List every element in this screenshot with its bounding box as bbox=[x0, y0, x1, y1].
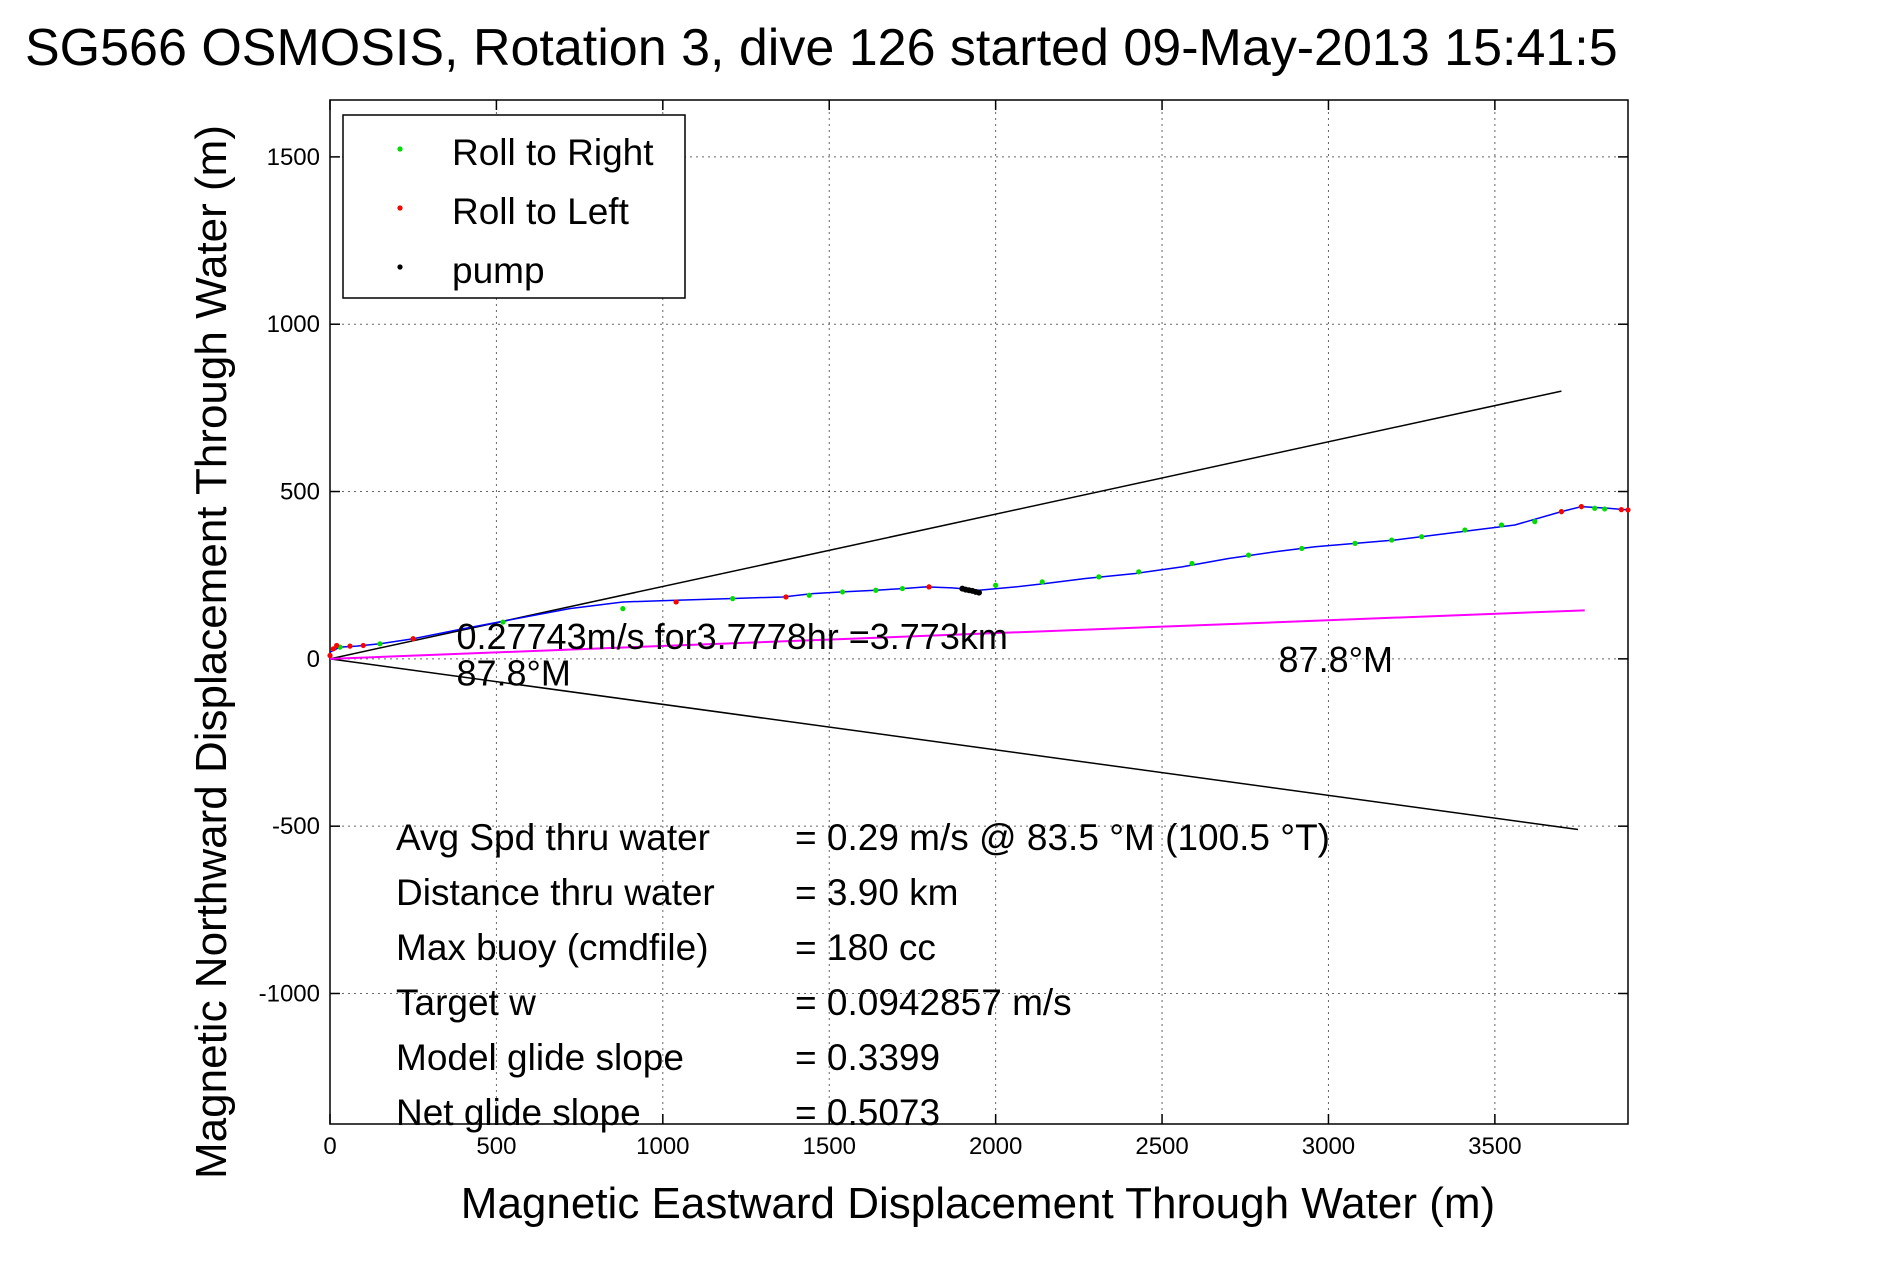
y-tick-label: 0 bbox=[307, 646, 320, 673]
roll-right-point bbox=[1039, 579, 1045, 585]
legend-marker bbox=[397, 205, 403, 211]
legend-marker bbox=[397, 264, 403, 270]
roll-right-point bbox=[1245, 552, 1252, 558]
roll-right-point bbox=[993, 582, 999, 588]
roll-left-point bbox=[673, 599, 679, 605]
roll-right-point bbox=[1096, 574, 1102, 580]
x-tick-label: 3000 bbox=[1302, 1133, 1355, 1160]
stat-label: Net glide slope bbox=[396, 1092, 641, 1133]
roll-right-point bbox=[1498, 522, 1505, 528]
legend-label: Roll to Left bbox=[452, 191, 630, 232]
roll-left-point bbox=[330, 646, 336, 652]
legend: Roll to Right Roll to Left pump bbox=[342, 114, 686, 299]
grid-lines bbox=[329, 100, 1628, 1124]
roll-right-point bbox=[1389, 537, 1395, 543]
plot-points bbox=[327, 503, 1631, 659]
roll-right-point bbox=[1462, 527, 1468, 533]
stat-value: = 0.3399 bbox=[795, 1037, 940, 1078]
stats-block: Avg Spd thru water = 0.29 m/s @ 83.5 °M (… bbox=[396, 817, 1330, 1133]
x-axis-label: Magnetic Eastward Displacement Through W… bbox=[461, 1179, 1495, 1228]
roll-right-point bbox=[1602, 506, 1608, 512]
envelope-line-upper bbox=[329, 390, 1562, 660]
annotation-text: 87.8°M bbox=[456, 653, 570, 694]
roll-right-point bbox=[806, 592, 812, 598]
x-tick-label: 1500 bbox=[803, 1133, 856, 1160]
y-tick-label: -1000 bbox=[259, 980, 320, 1007]
roll-right-point bbox=[1352, 540, 1358, 546]
roll-left-point bbox=[926, 584, 932, 590]
roll-right-point bbox=[500, 619, 506, 625]
stat-label: Distance thru water bbox=[396, 872, 715, 913]
x-tick-label: 2500 bbox=[1135, 1133, 1188, 1160]
pump-point bbox=[976, 589, 982, 596]
roll-left-point bbox=[360, 642, 366, 649]
y-tick-label: 1000 bbox=[267, 311, 320, 338]
stat-value: = 3.90 km bbox=[795, 872, 959, 913]
roll-right-point bbox=[839, 589, 846, 595]
roll-left-point bbox=[347, 643, 353, 649]
y-tick-label: 500 bbox=[280, 479, 320, 506]
stat-value: = 180 cc bbox=[795, 927, 936, 968]
y-axis-ticks: -1000 -500 0 500 1000 1500 bbox=[259, 144, 1628, 1007]
x-tick-label: 3500 bbox=[1468, 1133, 1521, 1160]
legend-label: pump bbox=[452, 250, 545, 291]
stat-label: Avg Spd thru water bbox=[396, 817, 710, 858]
roll-right-point bbox=[873, 587, 879, 593]
stat-label: Model glide slope bbox=[396, 1037, 684, 1078]
x-tick-label: 2000 bbox=[969, 1133, 1022, 1160]
annotation-text: 87.8°M bbox=[1279, 639, 1393, 680]
legend-label: Roll to Right bbox=[452, 132, 654, 173]
roll-right-point bbox=[1592, 505, 1598, 511]
roll-left-point bbox=[1625, 507, 1631, 513]
envelope-line-lower bbox=[329, 658, 1579, 831]
roll-right-point bbox=[899, 585, 906, 592]
x-tick-label: 0 bbox=[323, 1133, 336, 1160]
chart-title: SG566 OSMOSIS, Rotation 3, dive 126 star… bbox=[25, 19, 1618, 77]
heading-line bbox=[329, 609, 1585, 660]
roll-right-point bbox=[1189, 560, 1195, 567]
legend-marker bbox=[397, 146, 403, 152]
x-tick-label: 1000 bbox=[636, 1133, 689, 1160]
stat-value: = 0.0942857 m/s bbox=[795, 982, 1072, 1023]
roll-right-point bbox=[1136, 569, 1142, 575]
x-tick-label: 500 bbox=[476, 1133, 516, 1160]
roll-right-point bbox=[730, 596, 736, 602]
y-tick-label: 1500 bbox=[267, 144, 320, 171]
roll-right-point bbox=[377, 641, 383, 647]
roll-left-point bbox=[410, 636, 416, 642]
roll-left-point bbox=[1578, 503, 1585, 510]
stat-label: Max buoy (cmdfile) bbox=[396, 927, 709, 968]
roll-right-point bbox=[1419, 534, 1425, 540]
roll-left-point bbox=[1618, 507, 1624, 513]
roll-right-point bbox=[1299, 545, 1305, 552]
y-axis-label: Magnetic Northward Displacement Through … bbox=[187, 125, 236, 1179]
roll-left-point bbox=[783, 594, 789, 600]
stat-value: = 0.5073 bbox=[795, 1092, 940, 1133]
annotation-text: 0.27743m/s for3.7778hr =3.773km bbox=[456, 616, 1007, 657]
x-axis-ticks: 0 500 1000 1500 2000 2500 3000 3500 bbox=[323, 100, 1522, 1160]
stat-value: = 0.29 m/s @ 83.5 °M (100.5 °T) bbox=[795, 817, 1330, 858]
roll-left-point bbox=[334, 642, 340, 649]
y-tick-label: -500 bbox=[272, 813, 320, 840]
roll-left-point bbox=[1558, 509, 1565, 515]
roll-right-point bbox=[1532, 519, 1538, 525]
roll-left-point bbox=[327, 652, 333, 659]
roll-right-point bbox=[620, 606, 626, 612]
stat-label: Target w bbox=[396, 982, 536, 1023]
